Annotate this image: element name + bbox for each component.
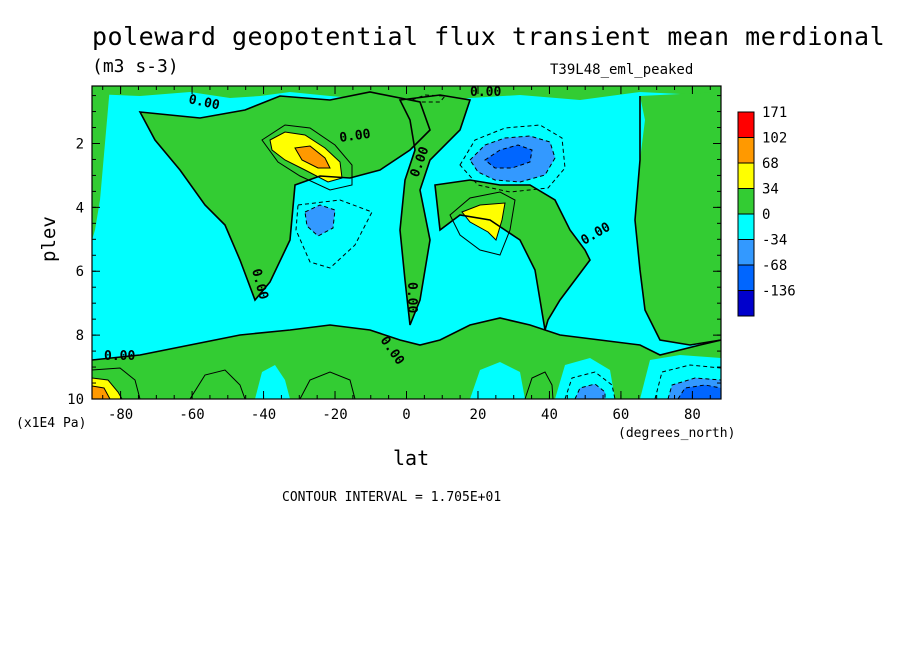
colorbar-swatch: [737, 137, 755, 164]
x-axis-label: lat: [393, 446, 430, 470]
contour-line-9: [461, 202, 506, 241]
colorbar-swatch: [737, 290, 755, 317]
colorbar-swatch: [737, 239, 755, 266]
x-tick-label: 40: [541, 407, 558, 423]
colorbar-swatch: [737, 111, 755, 138]
colorbar-label: 68: [762, 156, 779, 172]
x-tick-label: 80: [684, 407, 701, 423]
x-tick-label: -20: [322, 407, 347, 423]
field-region-equator: [400, 95, 470, 325]
contour-line-10: [449, 191, 516, 256]
x-axis-units: (degrees_north): [618, 426, 736, 441]
contour-line-3: [434, 179, 591, 331]
field-region-nh: [435, 180, 590, 330]
x-tick-label: 60: [613, 407, 630, 423]
contour-line-21: [295, 199, 373, 269]
colorbar-swatch: [737, 188, 755, 215]
contour-label-3: 0.00: [338, 127, 371, 146]
field-min-nh-68: [485, 145, 532, 168]
contour-lines-negative: [295, 94, 721, 399]
contour-lines: [92, 91, 721, 399]
colorbar-label: -68: [762, 258, 787, 274]
contour-line-2: [398, 94, 472, 326]
x-tick-label: 0: [402, 407, 410, 423]
x-tick-label: -40: [251, 407, 276, 423]
field-max-nh-34: [462, 203, 505, 240]
colorbar-label: 34: [762, 182, 779, 198]
colorbar-label: -34: [762, 233, 787, 249]
contour-line-4: [634, 96, 721, 346]
colorbar-label: 171: [762, 105, 787, 121]
contour-line-19: [459, 124, 566, 193]
x-tick-label: -80: [108, 407, 133, 423]
colorbar-swatch: [737, 162, 755, 189]
contour-line-20: [304, 204, 336, 237]
contour-label-7: 0.00: [404, 282, 419, 313]
contour-line-22: [667, 377, 721, 399]
field-max-sh-68: [295, 146, 330, 168]
y-axis-units: (x1E4 Pa): [16, 416, 87, 431]
axes: -80 -60 -40 -20 0 20 40 60 80 2 4 6 8 10: [67, 86, 721, 423]
contour-line-23: [677, 384, 721, 399]
field-pocket-1: [255, 365, 290, 399]
contour-line-12: [92, 385, 111, 399]
contour-label-2: 0.00: [470, 85, 501, 100]
y-tick-label: 8: [76, 328, 84, 344]
contour-line-27: [410, 94, 447, 103]
y-tick-label: 2: [76, 136, 84, 152]
y-tick-label: 6: [76, 264, 84, 280]
contour-line-17: [469, 135, 556, 183]
chart-units: (m3 s-3): [92, 56, 179, 77]
field-region-north: [635, 92, 721, 345]
colorbar-swatch: [737, 213, 755, 240]
contour-line-15: [299, 371, 356, 399]
field-max-sfc-sh-68: [92, 386, 110, 399]
contour-line-18: [484, 144, 533, 169]
colorbar-swatch: [737, 264, 755, 291]
colorbar-label: -136: [762, 284, 796, 300]
contour-fill: [92, 86, 721, 399]
contour-line-16: [524, 371, 554, 399]
x-tick-label: 20: [470, 407, 487, 423]
contour-line-5: [92, 317, 721, 361]
contour-line-14: [189, 369, 246, 399]
colorbar-label: 0: [762, 207, 770, 223]
contour-line-1: [138, 91, 431, 302]
colorbar: 171 102 68 34 0 -34 -68 -136: [737, 105, 796, 317]
field-region-south: [92, 86, 110, 240]
chart-title: poleward geopotential flux transient mea…: [92, 22, 886, 51]
field-region-sh: [140, 92, 430, 300]
contour-line-11: [92, 377, 123, 399]
x-tick-label: -60: [179, 407, 204, 423]
field-pocket-2: [470, 362, 525, 399]
run-id: T39L48_eml_peaked: [550, 62, 694, 78]
contour-label-1: 0.00: [187, 92, 221, 113]
colorbar-label: 102: [762, 131, 787, 147]
contour-line-7: [269, 131, 343, 183]
y-tick-label: 10: [67, 392, 84, 408]
contour-interval: CONTOUR INTERVAL = 1.705E+01: [282, 490, 502, 505]
contour-line-25: [574, 383, 606, 399]
contour-label-9: 0.00: [104, 349, 135, 364]
contour-line-26: [564, 371, 616, 399]
contour-line-13: [92, 367, 141, 399]
contour-line-6: [261, 124, 353, 191]
field-min-sh-34: [305, 205, 335, 236]
contour-line-8: [294, 145, 331, 169]
y-tick-label: 4: [76, 200, 84, 216]
contour-line-24: [654, 364, 721, 399]
